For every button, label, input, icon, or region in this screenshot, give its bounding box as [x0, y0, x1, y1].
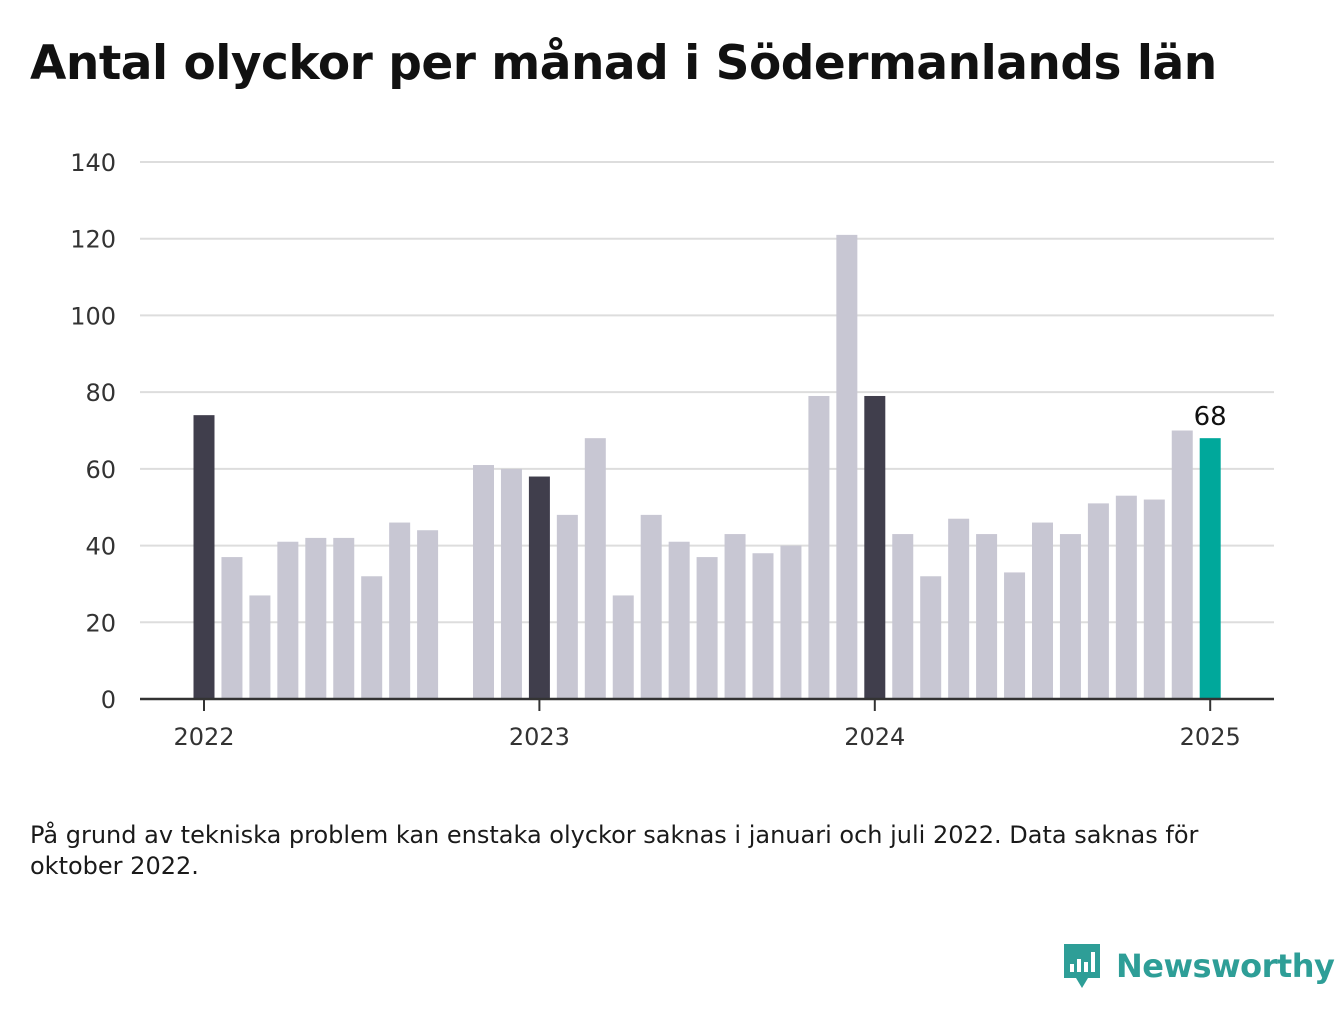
- bar-2022-02: [221, 557, 243, 699]
- brand-logo[interactable]: Newsworthy: [1062, 942, 1335, 990]
- bar-2022-11: [473, 465, 494, 699]
- bar-2024-02: [892, 534, 914, 699]
- bar-2023-11: [808, 395, 830, 699]
- bar-2023-03: [584, 438, 606, 699]
- y-tick-label: 0: [101, 686, 116, 714]
- bar-2023-02: [556, 514, 578, 699]
- bar-2024-09: [1087, 503, 1109, 699]
- bar-2023-10: [780, 545, 802, 699]
- data-labels: 68: [1194, 402, 1227, 432]
- x-tick-label: 2022: [173, 723, 234, 751]
- bar-2023-08: [724, 534, 746, 699]
- y-tick-label: 80: [85, 379, 116, 407]
- y-tick-label: 20: [85, 609, 116, 637]
- bar-2024-06: [1004, 572, 1026, 699]
- x-tick-label: 2023: [509, 723, 570, 751]
- bar-2023-05: [640, 514, 662, 699]
- bar-2022-06: [333, 537, 355, 699]
- bar-2022-01: [193, 415, 215, 699]
- bar-2024-05: [976, 534, 998, 699]
- y-axis-ticks: 0 20 40 60 80 100 120 140: [70, 149, 116, 714]
- bar-2023-09: [752, 553, 774, 699]
- bar-2024-04: [948, 518, 970, 699]
- bar-2024-08: [1059, 534, 1081, 699]
- x-axis-ticks: 2022 2023 2024 2025: [173, 723, 1240, 751]
- y-tick-label: 60: [85, 456, 116, 484]
- bar-2023-12: [836, 234, 858, 699]
- bar-2024-10: [1115, 495, 1137, 699]
- bar-2022-07: [361, 576, 383, 699]
- bar-2024-03: [920, 576, 942, 699]
- bar-2022-05: [305, 537, 327, 699]
- brand-name: Newsworthy: [1116, 947, 1335, 985]
- x-axis: [140, 697, 1274, 711]
- bar-2023-06: [668, 541, 690, 699]
- bar-2022-04: [277, 541, 299, 699]
- bar-2022-03: [249, 595, 271, 699]
- bar-2024-07: [1032, 522, 1053, 699]
- data-label: 68: [1194, 402, 1227, 432]
- bar-2023-04: [612, 595, 634, 699]
- grid-lines: [140, 161, 1274, 624]
- y-tick-label: 40: [85, 533, 116, 561]
- bar-2022-09: [417, 530, 439, 699]
- bar-2022-08: [389, 522, 411, 699]
- bar-2024-12: [1171, 430, 1193, 699]
- y-tick-label: 100: [70, 302, 116, 330]
- bar-2022-12: [500, 468, 522, 699]
- x-tick-label: 2024: [844, 723, 905, 751]
- bars: [193, 234, 1221, 699]
- bar-2023-07: [696, 557, 718, 699]
- bar-2024-11: [1143, 499, 1165, 699]
- footnote: På grund av tekniska problem kan enstaka…: [30, 821, 1199, 880]
- y-tick-label: 120: [70, 226, 116, 254]
- bar-2025-01: [1199, 438, 1221, 699]
- x-tick-label: 2025: [1180, 723, 1241, 751]
- bar-2024-01: [864, 395, 886, 699]
- y-tick-label: 140: [70, 149, 116, 177]
- chart-title: Antal olyckor per månad i Södermanlands …: [30, 36, 1217, 91]
- newsworthy-logo-icon: [1064, 944, 1100, 988]
- bar-2023-01: [528, 476, 550, 699]
- bar-chart: 0 20 40 60 80 100 120 140 2022 2023 2024 2025 68: [70, 149, 1274, 751]
